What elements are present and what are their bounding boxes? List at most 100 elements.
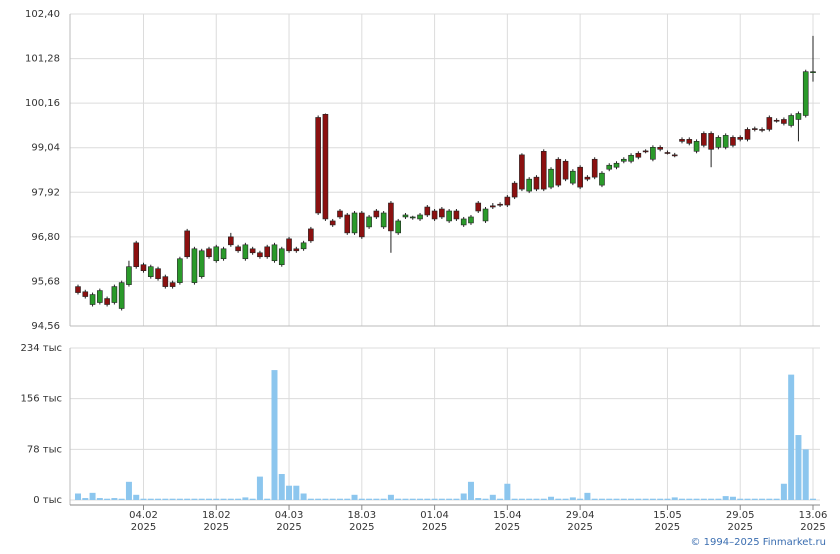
volume-bar	[620, 498, 627, 500]
volume-bar	[802, 449, 809, 500]
x-tick-label: 29.05	[726, 510, 755, 521]
x-tick-year: 2025	[131, 522, 156, 533]
candle-body	[286, 238, 292, 252]
candle-body	[504, 196, 511, 206]
x-tick-year: 2025	[567, 522, 592, 533]
candle-body	[795, 113, 802, 120]
volume-bar	[322, 498, 329, 500]
volume-bar	[649, 498, 656, 500]
candle-body	[548, 168, 554, 188]
volume-bar	[635, 498, 642, 500]
volume-bar	[125, 481, 132, 500]
candle-body	[228, 236, 234, 246]
volume-bar	[613, 498, 620, 500]
candle-body	[635, 152, 642, 158]
volume-bar	[147, 498, 154, 500]
candle-body	[701, 133, 707, 146]
candle-body	[169, 282, 176, 287]
volume-bar	[198, 498, 205, 500]
volume-bar	[344, 498, 351, 500]
volume-bar	[300, 493, 307, 500]
volume-bar	[446, 498, 453, 500]
volume-bar	[409, 498, 416, 500]
volume-bar	[751, 498, 758, 500]
volume-bar	[511, 498, 518, 500]
volume-bar	[606, 498, 613, 500]
candle-body	[671, 154, 678, 157]
candle-body	[206, 248, 212, 258]
candle-body	[177, 258, 183, 283]
candle-body	[475, 202, 482, 212]
candle-body	[395, 220, 401, 234]
x-tick-year: 2025	[728, 522, 753, 533]
candle-body	[511, 182, 518, 198]
volume-bar	[722, 496, 729, 500]
candle-body	[402, 214, 409, 218]
x-tick-label: 18.02	[202, 510, 231, 521]
volume-bar	[715, 498, 722, 500]
x-tick-year: 2025	[349, 522, 374, 533]
volume-bar	[395, 498, 402, 500]
volume-bar	[518, 498, 525, 500]
candle-body	[89, 294, 96, 305]
volume-bar	[773, 498, 780, 500]
volume-bar	[671, 497, 678, 500]
candle-body	[111, 286, 118, 303]
candle-body	[679, 139, 685, 142]
volume-bar	[387, 494, 394, 500]
candle-body	[497, 203, 503, 206]
candle-body	[104, 298, 110, 305]
candle-body	[300, 242, 307, 250]
volume-bar	[104, 498, 111, 500]
candle-body	[570, 170, 576, 184]
volume-bar	[380, 498, 387, 500]
volume-bar	[810, 498, 816, 500]
x-tick-label: 01.04	[420, 510, 449, 521]
candle-body	[584, 176, 591, 180]
candle-body	[359, 212, 365, 238]
volume-bar	[96, 498, 103, 500]
candle-body	[213, 246, 220, 262]
candle-body	[424, 206, 431, 216]
volume-bar	[242, 497, 249, 500]
candle-body	[519, 154, 525, 190]
volume-bar	[220, 498, 227, 500]
volume-bar	[533, 498, 540, 500]
volume-bar	[504, 483, 511, 500]
candle-body	[737, 137, 744, 140]
volume-bar	[628, 498, 635, 500]
candle-body	[293, 248, 300, 252]
volume-bar	[315, 498, 322, 500]
candle-body	[533, 176, 540, 190]
candle-body	[337, 210, 343, 218]
candle-body	[781, 119, 787, 124]
volume-bar	[184, 498, 191, 500]
x-tick-year: 2025	[276, 522, 301, 533]
volume-bar	[307, 498, 314, 500]
candle-body	[366, 216, 372, 228]
volume-bar	[118, 498, 125, 500]
volume-bar	[788, 374, 795, 500]
y-tick-label: 94,56	[31, 321, 60, 332]
volume-bar	[140, 498, 147, 500]
volume-tick-label: 0 тыс	[33, 495, 62, 506]
volume-bar	[227, 498, 234, 500]
volume-bar	[235, 498, 242, 500]
volume-bar	[642, 498, 649, 500]
y-tick-label: 96,80	[31, 232, 60, 243]
volume-bar	[467, 481, 474, 500]
volume-bar	[759, 498, 766, 500]
x-tick-label: 15.04	[493, 510, 522, 521]
volume-bar	[373, 498, 380, 500]
candle-body	[388, 202, 394, 232]
candle-body	[147, 266, 154, 277]
candle-body	[759, 129, 765, 131]
volume-bar	[271, 370, 278, 500]
volume-bar	[584, 492, 591, 500]
candle-body	[322, 113, 329, 220]
candle-body	[140, 264, 147, 271]
volume-tick-label: 156 тыс	[21, 394, 62, 405]
candle-body	[133, 242, 140, 268]
volume-bar	[562, 498, 569, 500]
candle-body	[802, 71, 809, 116]
